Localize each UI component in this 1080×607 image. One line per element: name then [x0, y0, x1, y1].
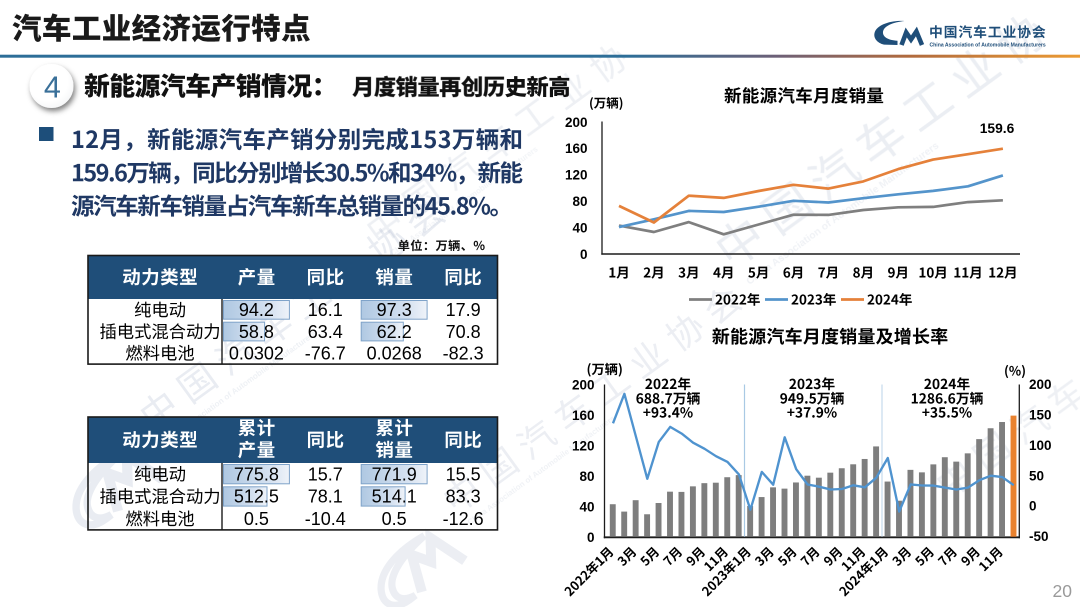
svg-text:0: 0: [587, 530, 595, 545]
svg-text:120: 120: [572, 439, 595, 454]
svg-text:97.3: 97.3: [377, 300, 412, 320]
svg-text:-50: -50: [1029, 529, 1049, 544]
svg-text:15.7: 15.7: [308, 464, 343, 484]
svg-text:200: 200: [1029, 377, 1052, 392]
svg-text:63.4: 63.4: [308, 322, 343, 342]
svg-text:China Association of Automobil: China Association of Automobile Manufact…: [930, 43, 1046, 49]
svg-text:0: 0: [580, 247, 588, 262]
svg-text:512.5: 512.5: [234, 487, 279, 507]
svg-text:94.2: 94.2: [239, 300, 274, 320]
svg-text:150: 150: [1029, 407, 1052, 422]
svg-text:-76.7: -76.7: [305, 343, 346, 363]
svg-text:159.6: 159.6: [980, 121, 1015, 136]
svg-text:4: 4: [44, 70, 61, 104]
svg-text:40: 40: [572, 220, 587, 235]
svg-text:78.1: 78.1: [308, 487, 343, 507]
svg-text:200: 200: [565, 115, 588, 130]
svg-text:0.0268: 0.0268: [367, 343, 422, 363]
svg-text:0.0302: 0.0302: [229, 343, 284, 363]
svg-text:40: 40: [579, 499, 594, 514]
svg-text:80: 80: [579, 469, 594, 484]
svg-text:200: 200: [572, 378, 595, 393]
svg-text:514.1: 514.1: [372, 487, 417, 507]
svg-text:160: 160: [572, 408, 595, 423]
svg-text:15.5: 15.5: [446, 464, 481, 484]
svg-text:-12.6: -12.6: [443, 509, 484, 529]
svg-text:50: 50: [1029, 468, 1044, 483]
svg-text:70.8: 70.8: [446, 322, 481, 342]
svg-text:0.5: 0.5: [244, 509, 269, 529]
svg-text:80: 80: [572, 194, 587, 209]
svg-text:160: 160: [565, 141, 588, 156]
svg-text:120: 120: [565, 168, 588, 183]
svg-text:17.9: 17.9: [446, 300, 481, 320]
svg-text:-82.3: -82.3: [443, 343, 484, 363]
svg-text:-10.4: -10.4: [305, 509, 346, 529]
svg-text:775.8: 775.8: [234, 464, 279, 484]
svg-text:16.1: 16.1: [308, 300, 343, 320]
svg-text:771.9: 771.9: [372, 464, 417, 484]
svg-text:0: 0: [1029, 499, 1037, 514]
svg-text:62.2: 62.2: [377, 322, 412, 342]
svg-text:0.5: 0.5: [382, 509, 407, 529]
svg-text:100: 100: [1029, 438, 1052, 453]
svg-text:20: 20: [1053, 581, 1073, 601]
svg-text:83.3: 83.3: [446, 487, 481, 507]
svg-text:58.8: 58.8: [239, 322, 274, 342]
